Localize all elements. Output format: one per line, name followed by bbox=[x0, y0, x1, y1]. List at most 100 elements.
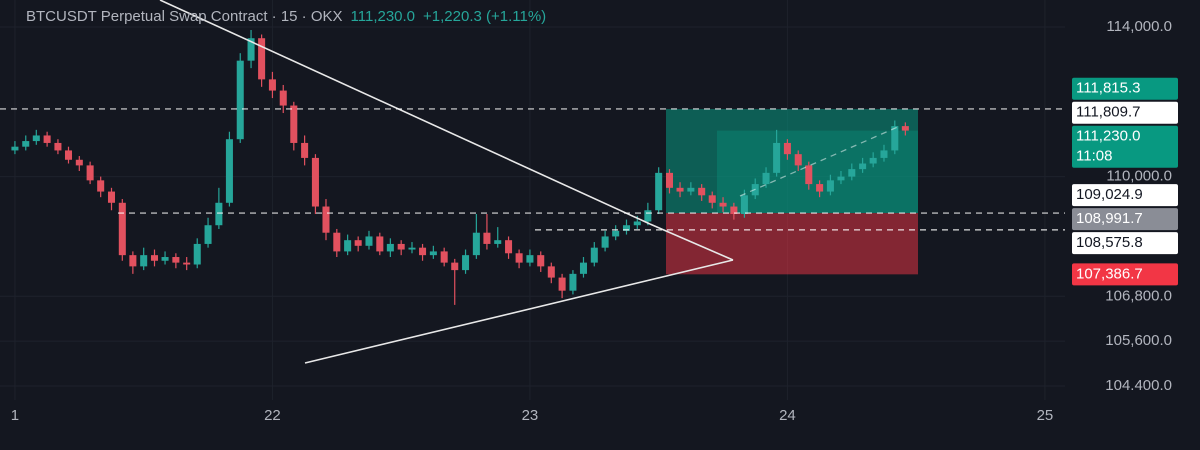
candle-body bbox=[569, 273, 577, 291]
candle-body bbox=[440, 251, 448, 263]
price-levels bbox=[0, 108, 1065, 231]
candle-body bbox=[236, 60, 244, 140]
position-zone bbox=[666, 213, 918, 275]
candle-body bbox=[354, 240, 362, 246]
price-tag bbox=[1072, 232, 1178, 255]
x-tick-label: 1 bbox=[11, 407, 19, 424]
candle-body bbox=[322, 206, 330, 233]
x-tick-label: 22 bbox=[264, 407, 281, 424]
candle-body bbox=[891, 126, 899, 151]
candle-body bbox=[225, 139, 233, 203]
candle-body bbox=[698, 187, 706, 196]
candle-body bbox=[161, 257, 169, 261]
candle-body bbox=[64, 150, 73, 160]
y-tick-label: 114,000.0 bbox=[1106, 18, 1172, 35]
trend-line bbox=[304, 259, 734, 364]
candle-body bbox=[11, 146, 19, 151]
price-tag bbox=[1072, 208, 1178, 231]
candle-body bbox=[462, 255, 470, 271]
price-tags: 111,815.3 111,809.7 111,230.0 11:08 109,024.… bbox=[1072, 77, 1178, 286]
candle-body bbox=[75, 159, 83, 166]
drawings bbox=[159, 0, 901, 364]
candle-body bbox=[848, 169, 856, 177]
candle-body bbox=[537, 255, 545, 267]
candle-body bbox=[622, 225, 631, 231]
price-tag-label: 108,991.7 bbox=[1076, 210, 1143, 227]
candle-body bbox=[794, 154, 802, 166]
candle-body bbox=[376, 236, 384, 252]
symbol: BTCUSDT Perpetual Swap Contract · 15 · O… bbox=[26, 8, 343, 25]
candle-body bbox=[333, 232, 341, 252]
candle-body bbox=[472, 232, 480, 256]
price-tag bbox=[1072, 101, 1178, 124]
candle-body bbox=[826, 180, 834, 192]
candle-body bbox=[708, 195, 716, 203]
candle-body bbox=[183, 262, 191, 265]
candle-body bbox=[107, 191, 116, 203]
candle-body bbox=[22, 141, 30, 147]
candle-body bbox=[590, 247, 598, 263]
candle-body bbox=[311, 157, 319, 207]
last-price: 111,230.0 bbox=[350, 8, 416, 25]
candle-body bbox=[515, 253, 523, 263]
candle-body bbox=[816, 184, 824, 192]
candle-body bbox=[612, 230, 620, 237]
price-tag-label: 111,815.3 bbox=[1076, 80, 1141, 97]
candle-body bbox=[290, 105, 298, 143]
price-tag bbox=[1072, 263, 1178, 286]
candle-body bbox=[451, 262, 459, 271]
candle-body bbox=[43, 135, 51, 143]
price-change: +1,220.3 (+1.11%) bbox=[423, 8, 547, 25]
candle-body bbox=[408, 247, 416, 250]
candle-body bbox=[386, 243, 394, 252]
candle-body bbox=[783, 142, 791, 155]
candle-body bbox=[118, 202, 126, 256]
trend-line bbox=[649, 223, 734, 261]
candle-body bbox=[730, 206, 738, 215]
y-tick-label: 104.400.0 bbox=[1105, 377, 1172, 394]
candle-body bbox=[150, 255, 159, 261]
candle-body bbox=[526, 255, 534, 263]
candle-body bbox=[773, 142, 781, 173]
candle-body bbox=[880, 150, 888, 158]
candle-body bbox=[483, 232, 491, 244]
candle-body bbox=[805, 165, 813, 185]
axes: 114,000.0 110,000.0 106,800.0 105,600.0 104.… bbox=[11, 18, 1172, 424]
candle-body bbox=[837, 176, 845, 181]
candle-body bbox=[365, 236, 373, 246]
grid bbox=[0, 0, 1065, 400]
price-tag bbox=[1072, 77, 1178, 100]
candle-body bbox=[140, 255, 148, 267]
candle-body bbox=[505, 240, 513, 254]
candles bbox=[11, 29, 909, 305]
trend-line bbox=[159, 0, 651, 225]
candle-body bbox=[429, 251, 437, 256]
candle-body bbox=[601, 236, 609, 248]
x-tick-label: 23 bbox=[522, 407, 539, 424]
candle-body bbox=[397, 243, 405, 250]
price-tag-label: 108,575.8 bbox=[1076, 234, 1143, 251]
candle-body bbox=[344, 240, 352, 252]
candle-body bbox=[193, 243, 201, 265]
candle-body bbox=[204, 225, 212, 244]
candle-body bbox=[558, 277, 566, 291]
price-tag-label: 111,230.0 bbox=[1076, 128, 1141, 145]
candle-body bbox=[719, 202, 727, 207]
price-tag-countdown: 11:08 bbox=[1076, 148, 1112, 165]
candle-body bbox=[247, 38, 255, 61]
price-tag bbox=[1072, 125, 1178, 168]
position-zone bbox=[717, 130, 918, 214]
price-tag-label: 111,809.7 bbox=[1076, 104, 1141, 121]
candle-body bbox=[301, 142, 309, 158]
candle-body bbox=[740, 195, 748, 215]
candle-body bbox=[172, 257, 180, 263]
price-tag-label: 109,024.9 bbox=[1076, 186, 1143, 203]
y-tick-label: 105,600.0 bbox=[1105, 332, 1172, 349]
price-tag-label: 107,386.7 bbox=[1076, 265, 1143, 282]
x-tick-label: 25 bbox=[1037, 407, 1054, 424]
x-tick-label: 24 bbox=[779, 407, 796, 424]
candle-body bbox=[676, 187, 684, 192]
